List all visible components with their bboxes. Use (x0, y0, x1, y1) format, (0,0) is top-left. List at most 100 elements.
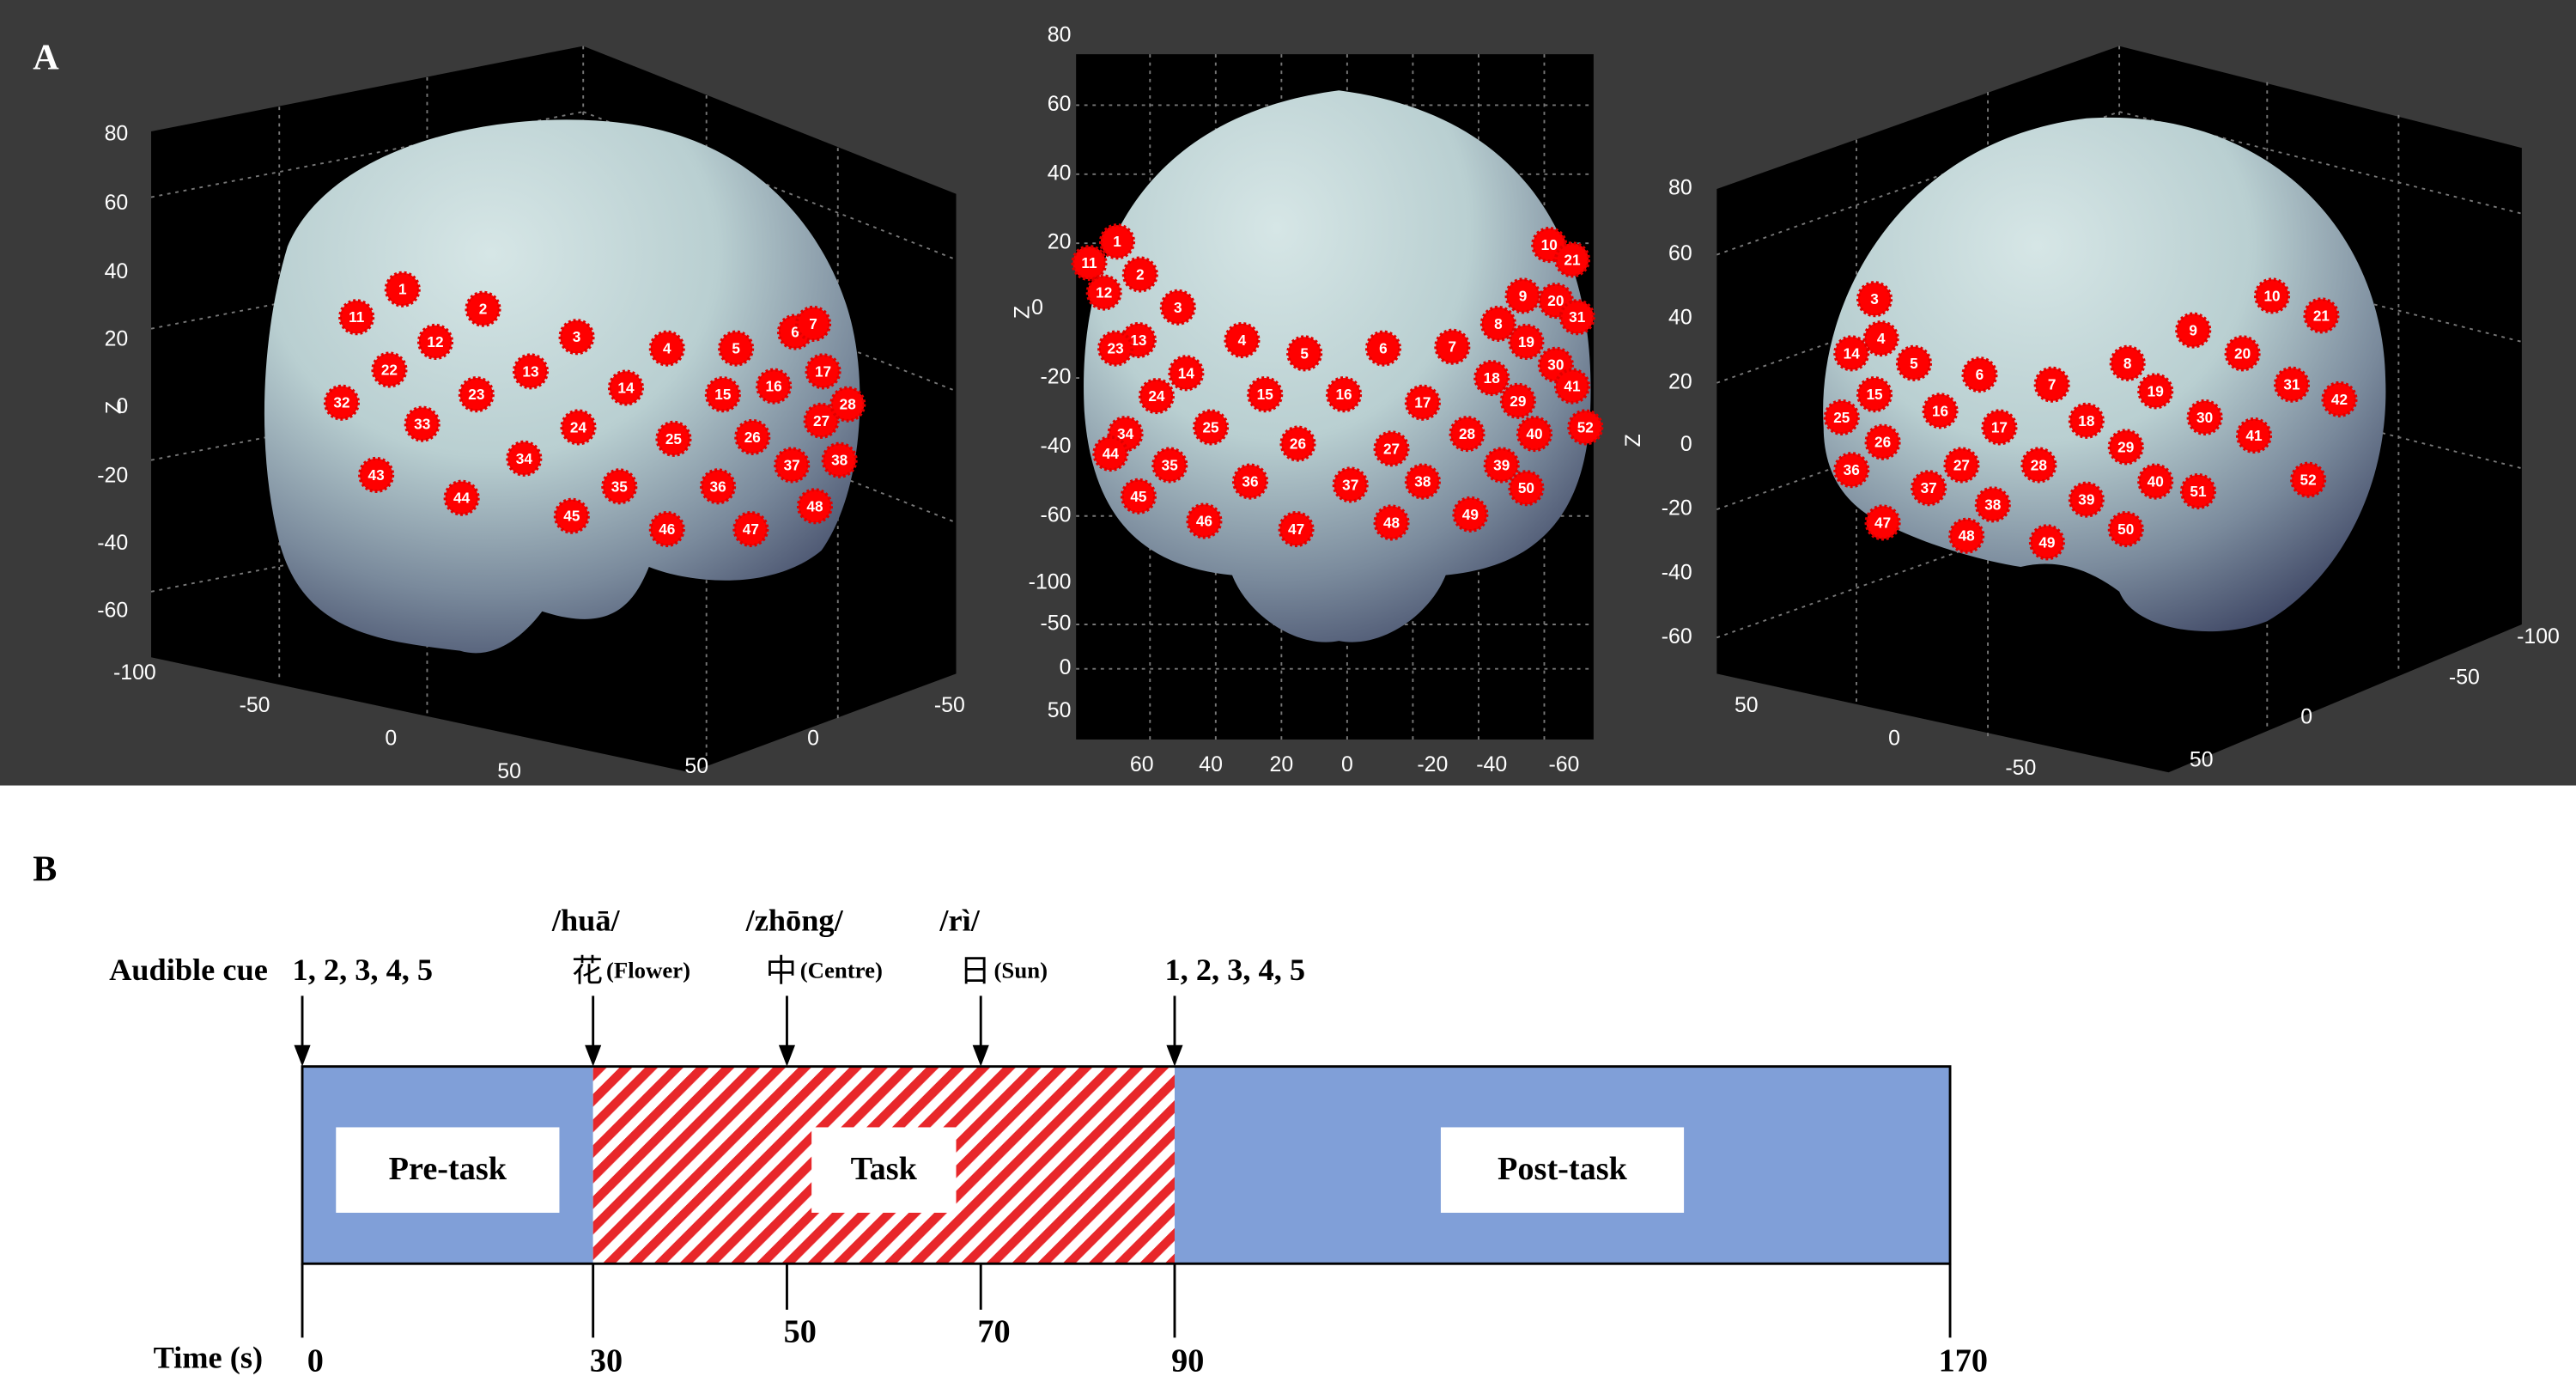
channel-number: 24 (1148, 387, 1165, 405)
channel-number: 1 (1113, 233, 1121, 250)
channel-marker (1120, 478, 1157, 514)
channel-number: 5 (1910, 355, 1918, 372)
channel-marker (1373, 504, 1410, 541)
channel-marker (1864, 423, 1901, 460)
timeline: Pre-task Task Post-task 0 30 50 70 90 170 1, 2, 3… (293, 904, 1988, 1379)
channel-marker (1097, 330, 1134, 367)
channel-number: 29 (2117, 438, 2134, 455)
channel-number: 7 (1449, 338, 1457, 356)
channel-marker (1121, 256, 1158, 293)
phase-label: Pre-task (389, 1151, 507, 1187)
channel-marker (1864, 504, 1901, 541)
channel-marker (1404, 384, 1441, 421)
channel-number: 28 (840, 396, 857, 413)
channel-number: 17 (815, 362, 831, 380)
z-tick-label: 80 (1668, 176, 1692, 200)
channel-number: 43 (368, 466, 385, 484)
channel-marker (2020, 447, 2057, 484)
channel-marker (458, 376, 495, 413)
channel-number: 15 (1866, 386, 1883, 403)
channel-number: 27 (813, 412, 829, 429)
z-tick-label: 40 (1668, 306, 1692, 330)
channel-marker (1098, 223, 1136, 260)
axis-tick-label: 40 (1199, 752, 1223, 776)
channel-number: 48 (806, 497, 823, 514)
channel-marker (734, 418, 771, 455)
z-tick-label: -20 (97, 463, 128, 487)
channel-marker (1862, 320, 1899, 357)
time-label: Time (s) (154, 1340, 264, 1374)
channel-number: 27 (1383, 440, 1400, 457)
channel-marker (1092, 435, 1129, 472)
cue-meaning: (Centre) (800, 958, 883, 983)
z-tick-label: -40 (1662, 560, 1692, 584)
channel-number: 3 (1870, 290, 1879, 307)
axis-tick-label: 0 (807, 727, 819, 751)
channel-number: 3 (573, 328, 581, 345)
channel-marker (2179, 473, 2216, 510)
axis-tick-label: -100 (113, 661, 156, 685)
channel-marker (1922, 393, 1959, 429)
channel-number: 22 (381, 361, 398, 378)
channel-number: 5 (732, 340, 740, 357)
channel-number: 41 (1564, 378, 1581, 395)
channel-number: 42 (2331, 391, 2348, 408)
channel-number: 47 (743, 521, 759, 538)
cue-pinyin: /huā/ (551, 904, 621, 938)
channel-number: 13 (522, 362, 538, 380)
channel-number: 14 (1844, 344, 1861, 362)
channel-number: 6 (1379, 340, 1388, 357)
z-tick-label: 0 (1680, 432, 1692, 456)
channel-number: 35 (611, 478, 629, 495)
axis-tick-label: -60 (1548, 752, 1579, 776)
channel-marker (2068, 481, 2105, 518)
channel-number: 39 (1493, 456, 1510, 473)
channel-number: 40 (2148, 473, 2164, 490)
timeline-border (301, 1065, 1952, 1265)
channel-marker (1193, 409, 1230, 446)
axis-tick-label: -40 (1476, 752, 1507, 776)
channel-number: 4 (1238, 332, 1247, 349)
channel-marker (553, 497, 590, 534)
channel-marker (2107, 429, 2144, 466)
channel-marker (1364, 330, 1402, 367)
channel-marker (1567, 409, 1604, 446)
channel-number: 28 (1459, 425, 1476, 442)
channel-number: 9 (2189, 322, 2197, 339)
cue-arrowhead (778, 1044, 796, 1067)
channel-marker (323, 384, 361, 421)
cue-arrowhead (1166, 1044, 1183, 1067)
channel-marker (756, 368, 793, 405)
channel-marker (1911, 470, 1947, 507)
channel-marker (1558, 299, 1595, 336)
z-tick-label: -60 (1662, 624, 1692, 648)
channel-number: 26 (744, 429, 761, 446)
z-tick-label: -20 (1662, 496, 1692, 521)
brain-surface (264, 119, 860, 654)
channel-number: 14 (617, 380, 635, 397)
channel-number: 26 (1290, 435, 1306, 453)
cue-arrowhead (585, 1044, 602, 1067)
channel-number: 50 (1518, 479, 1534, 496)
axis-tick-label: 50 (684, 754, 708, 778)
channel-marker (607, 369, 644, 406)
channel-marker (2273, 366, 2311, 403)
channel-marker (2033, 366, 2070, 403)
channel-marker (796, 488, 834, 525)
channel-number: 8 (2123, 355, 2132, 372)
channel-marker (2235, 417, 2273, 454)
axis-tick-label: 0 (385, 727, 397, 751)
channel-marker (2175, 312, 2212, 349)
channel-number: 25 (1203, 418, 1220, 435)
channel-number: 12 (1096, 284, 1112, 301)
channel-marker (1943, 447, 1980, 484)
cue-pinyin: /rì/ (939, 904, 980, 938)
phase-label-box (336, 1127, 560, 1213)
axis-tick-label: -50 (240, 693, 270, 717)
channel-marker (1286, 335, 1323, 372)
channel-marker (506, 440, 543, 477)
channel-marker (2224, 335, 2261, 372)
channel-number: 11 (349, 308, 365, 326)
channel-number: 11 (1081, 254, 1097, 271)
